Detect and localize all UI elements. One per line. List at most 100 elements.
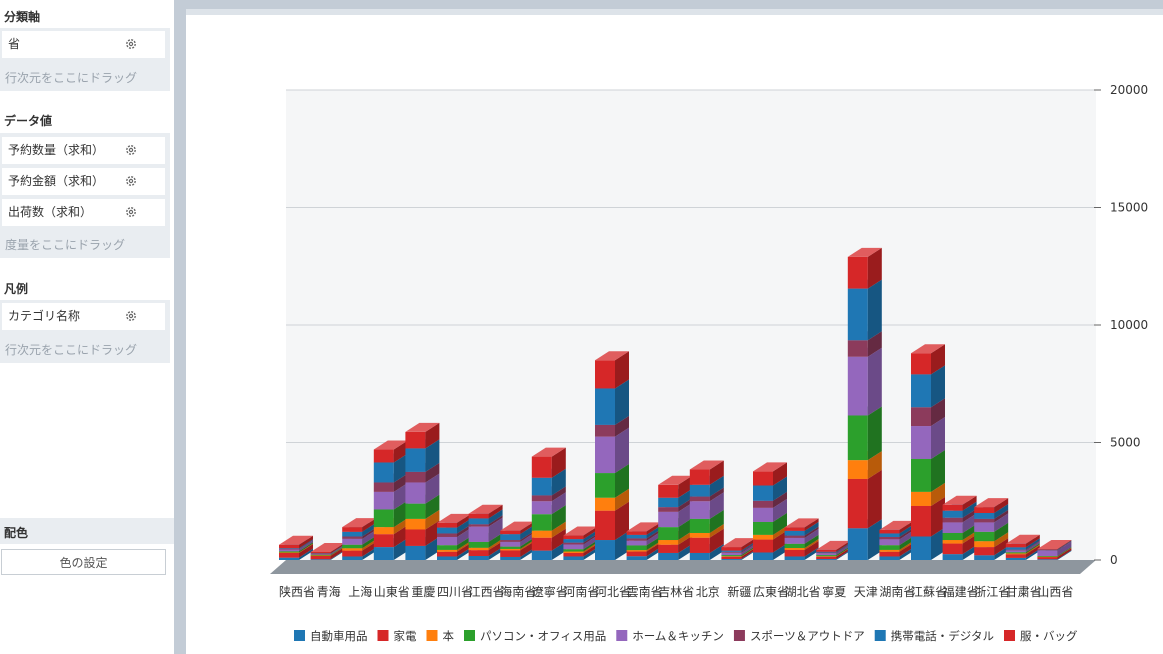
bar-segment[interactable] (911, 344, 945, 375)
bar-segment[interactable] (879, 520, 914, 534)
legend-swatch (733, 630, 745, 641)
field-reserved-qty[interactable]: 予約数量（求和） (2, 137, 165, 164)
legend-item[interactable]: 服・バッグ (1004, 629, 1078, 643)
field-label: 省 (8, 37, 21, 51)
bar-segment[interactable] (784, 518, 819, 531)
x-tick-label: 青海 (317, 584, 341, 599)
field-province[interactable]: 省 (2, 31, 165, 58)
data-values-well[interactable]: 予約数量（求和） 予約金額（求和） 出荷数（求和） 度量をここにドラッグ (0, 133, 170, 258)
field-shipment-count[interactable]: 出荷数（求和） (2, 199, 165, 226)
bar-segment[interactable] (310, 543, 345, 554)
x-tick-label: 湖南省 (879, 584, 915, 599)
color-title: 配色 (4, 526, 29, 540)
x-tick-label: 重慶 (411, 585, 435, 599)
bar-segment[interactable] (595, 379, 629, 425)
legend-title: 凡例 (4, 282, 29, 296)
bar-segment[interactable] (500, 521, 535, 535)
field-category-name[interactable]: カテゴリ名称 (2, 303, 165, 330)
bar-segment[interactable] (563, 526, 598, 540)
y-tick-label: 0 (1110, 553, 1118, 567)
bar-segment[interactable] (847, 247, 882, 289)
bar-segment[interactable] (847, 347, 882, 416)
legend-label: 携帯電話・デジタル (891, 629, 994, 643)
bar-segment[interactable] (1005, 534, 1040, 548)
legend-well[interactable]: カテゴリ名称 行次元をここにドラッグ (0, 300, 170, 363)
field-label: 予約数量（求和） (8, 143, 105, 157)
legend-swatch (426, 630, 438, 641)
legend-item[interactable]: 自動車用品 (294, 629, 368, 643)
legend-label: 服・バッグ (1020, 629, 1078, 643)
bar-segment[interactable] (689, 460, 724, 485)
gear-icon[interactable] (125, 144, 137, 156)
x-tick-label: 吉林省 (658, 585, 694, 599)
bar-segment[interactable] (942, 495, 977, 511)
bar-segment[interactable] (595, 351, 629, 389)
bar-segment[interactable] (531, 447, 566, 478)
panel-divider[interactable] (174, 0, 186, 654)
bar-segment[interactable] (753, 462, 787, 486)
x-tick-label: 陕西省 (279, 584, 315, 599)
bar-segment[interactable] (342, 518, 377, 532)
y-tick-label: 15000 (1110, 201, 1148, 215)
x-tick-label: 河北省 (595, 585, 631, 599)
legend-swatch (874, 630, 886, 641)
x-tick-label: 江蘇省 (911, 585, 947, 599)
category-axis-well[interactable]: 省 行次元をここにドラッグ (0, 28, 170, 91)
legend-item[interactable]: ホーム＆キッチン (616, 629, 724, 643)
field-label: 出荷数（求和） (8, 205, 93, 219)
bar-segment[interactable] (1037, 539, 1072, 550)
color-section-header: 配色 (0, 518, 174, 544)
legend-item[interactable]: 本 (426, 629, 455, 643)
bar-segment[interactable] (816, 540, 851, 552)
x-tick-label: 浙江省 (974, 585, 1010, 599)
x-tick-label: 甘粛省 (1006, 585, 1042, 599)
x-tick-label: 海南省 (500, 584, 536, 599)
top-strip (186, 0, 1163, 9)
legend-item[interactable]: 家電 (377, 629, 417, 643)
x-tick-label: 四川省 (437, 585, 473, 599)
bars (279, 247, 1072, 560)
legend-label: 本 (443, 629, 455, 643)
field-reserved-amount[interactable]: 予約金額（求和） (2, 168, 165, 195)
bar-segment[interactable] (721, 538, 756, 551)
chart-floor (270, 560, 1096, 574)
row-drop-hint: 行次元をここにドラッグ (5, 71, 138, 85)
x-tick-label: 遼寧省 (532, 584, 568, 599)
bar-segment[interactable] (847, 279, 882, 341)
x-tick-label: 上海 (348, 584, 372, 599)
legend-label: スポーツ＆アウトドア (750, 629, 865, 643)
x-tick-label: 雲南省 (627, 584, 663, 599)
x-tick-label: 河南省 (563, 584, 599, 599)
legend-swatch (294, 630, 305, 641)
legend-item[interactable]: スポーツ＆アウトドア (733, 629, 865, 643)
legend-item[interactable]: 携帯電話・デジタル (874, 629, 994, 643)
color-settings-button[interactable]: 色の設定 (1, 549, 166, 575)
gear-icon[interactable] (125, 38, 137, 50)
x-tick-label: 江西省 (469, 585, 505, 599)
bar-segment[interactable] (405, 422, 440, 449)
row-drop-hint: 行次元をここにドラッグ (5, 343, 138, 357)
category-axis-title: 分類軸 (4, 10, 41, 24)
legend-item[interactable]: パソコン・オフィス用品 (464, 629, 606, 643)
measure-drop-hint: 度量をここにドラッグ (5, 238, 126, 252)
bar-segment[interactable] (468, 504, 503, 519)
bar-segment[interactable] (279, 535, 313, 549)
x-tick-label: 天津 (854, 585, 878, 599)
gear-icon[interactable] (125, 175, 137, 187)
bar-segment[interactable] (437, 513, 471, 528)
legend-label: 自動車用品 (310, 629, 368, 643)
sidebar: 分類軸 省 行次元をここにドラッグ データ値 予約数量（求和） 予約金額（求和）… (0, 0, 174, 654)
bar-segment[interactable] (974, 498, 1009, 513)
gear-icon[interactable] (125, 206, 137, 218)
x-tick-label: 湖北省 (785, 584, 821, 599)
bar-segment[interactable] (373, 440, 408, 463)
legend-swatch (1004, 630, 1015, 641)
bar-segment[interactable] (626, 522, 661, 535)
gear-icon[interactable] (125, 310, 137, 322)
bar-segment[interactable] (658, 475, 693, 498)
y-tick-label: 5000 (1110, 436, 1141, 450)
data-values-title: データ値 (4, 114, 53, 128)
y-tick-label: 20000 (1110, 83, 1148, 97)
